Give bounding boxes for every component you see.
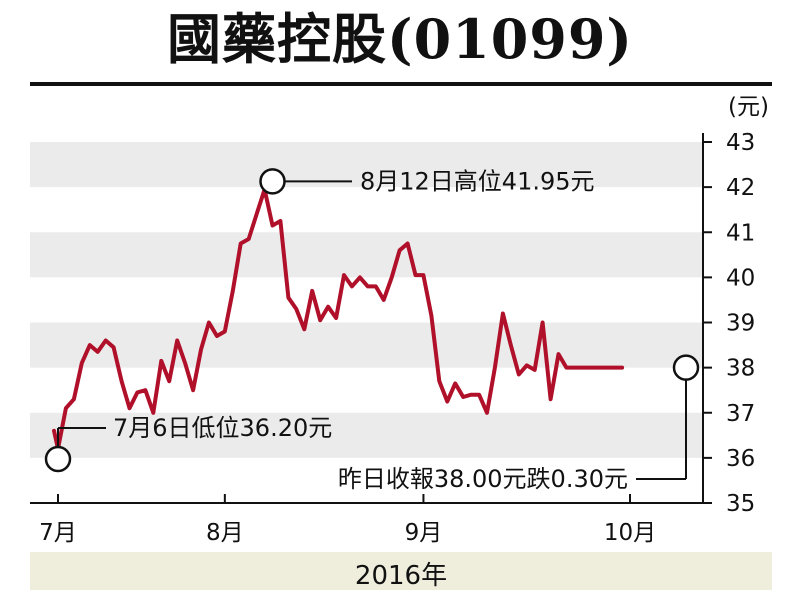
y-tick-label: 39 (726, 311, 755, 337)
price-series-line (52, 187, 625, 451)
close-marker (672, 354, 700, 381)
high-annotation: 8月12日高位41.95元 (360, 167, 595, 195)
grid-band (30, 232, 703, 278)
annotations: 8月12日高位41.95元 7月6日低位36.20元昨日收報38.00元跌0.30… (44, 167, 700, 493)
x-tick-label: 10月 (604, 520, 656, 546)
y-tick-label: 37 (726, 401, 755, 427)
low-annotation: 7月6日低位36.20元 (113, 414, 332, 442)
close-annotation: 昨日收報38.00元跌0.30元 (338, 465, 628, 493)
grid-band (30, 322, 703, 368)
x-tick-label: 9月 (405, 520, 443, 546)
high-marker (259, 168, 286, 195)
y-tick-label: 42 (726, 175, 755, 201)
y-ticks: 35 36 37 38 39 40 41 42 43 (703, 130, 755, 517)
y-tick-label: 38 (726, 356, 755, 382)
y-tick-label: 43 (726, 130, 755, 156)
x-ticks: 7月 8月 9月 10月 (39, 494, 656, 546)
y-tick-label: 35 (726, 491, 755, 517)
grid-band (30, 142, 703, 188)
year-bar (30, 552, 772, 590)
y-tick-label: 41 (726, 220, 755, 246)
y-axis-unit: (元) (728, 94, 769, 120)
low-marker (44, 445, 72, 473)
y-tick-label: 36 (726, 446, 755, 472)
y-tick-label: 40 (726, 265, 755, 291)
x-tick-label: 8月 (206, 520, 244, 546)
x-tick-label: 7月 (39, 520, 77, 546)
grid-band (30, 412, 703, 458)
chart-title: 國藥控股(01099) (167, 7, 633, 71)
grid-bands (30, 142, 703, 458)
x-axis-label: 2016年 (355, 561, 447, 591)
